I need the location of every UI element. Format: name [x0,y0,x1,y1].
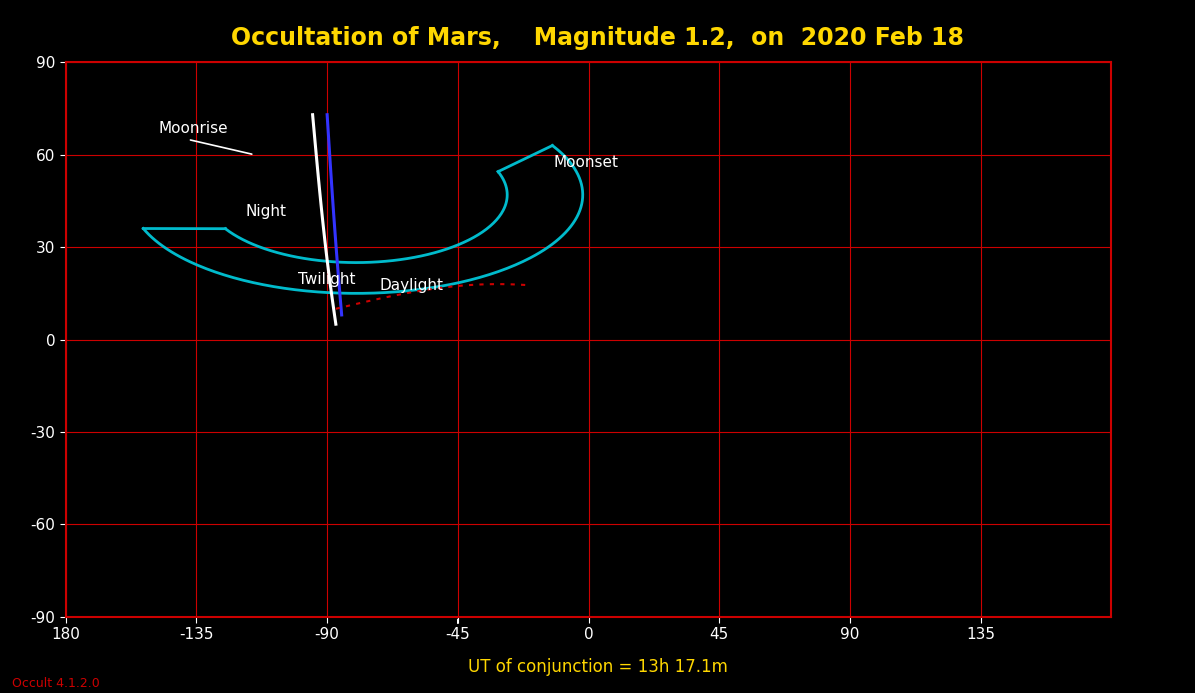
Text: Occultation of Mars,    Magnitude 1.2,  on  2020 Feb 18: Occultation of Mars, Magnitude 1.2, on 2… [231,26,964,50]
Text: Moonset: Moonset [553,155,619,170]
Text: UT of conjunction = 13h 17.1m: UT of conjunction = 13h 17.1m [467,658,728,676]
Text: Occult 4.1.2.0: Occult 4.1.2.0 [12,676,99,690]
Text: Night: Night [246,204,287,220]
Text: Moonrise: Moonrise [159,121,228,137]
Text: Daylight: Daylight [380,279,443,293]
Text: Twilight: Twilight [298,272,356,287]
